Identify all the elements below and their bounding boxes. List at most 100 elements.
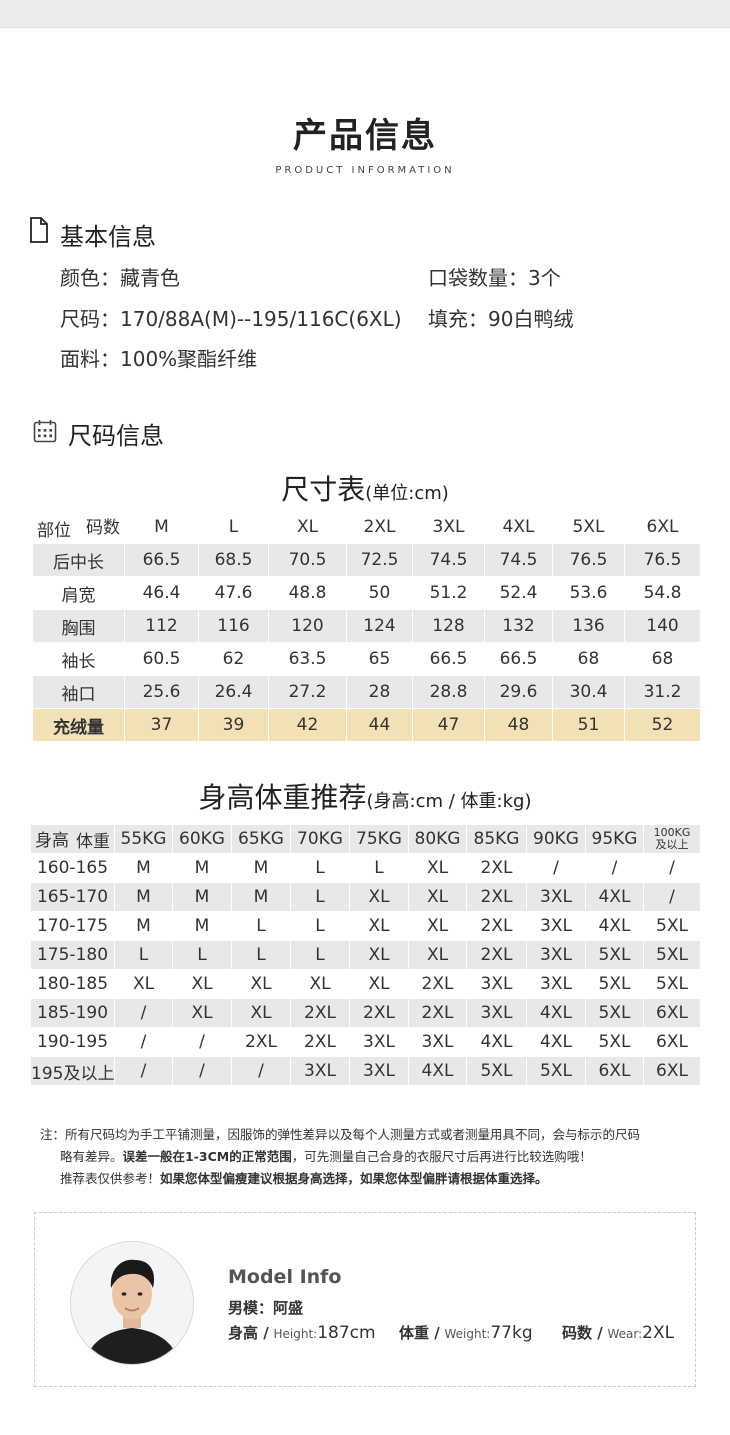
rec-table-cell: 5XL <box>585 969 644 999</box>
size-table-row: 充绒量 37 39 42 44 47 48 51 52 <box>32 708 701 742</box>
rec-table-corner-bottom: 身高 <box>35 831 69 851</box>
model-name-text: 男模：阿盛 <box>228 1299 304 1317</box>
rec-table-unit: (身高:cm / 体重:kg) <box>366 791 532 812</box>
rec-table-cell: XL <box>231 969 291 999</box>
rec-table-cell: 5XL <box>585 940 644 970</box>
size-table-cell: 53.6 <box>552 576 625 610</box>
size-table-cell: 26.4 <box>198 675 269 709</box>
rec-table-cell: 3XL <box>290 1056 350 1086</box>
rec-table-cell: 2XL <box>349 998 409 1028</box>
rec-table-header-row: 体重 身高 55KG 60KG 65KG 70KG 75KG 80KG 85KG 90KG 95KG… <box>30 824 701 854</box>
size-table-cell: 30.4 <box>552 675 625 709</box>
basic-info-heading: 基本信息 <box>29 217 229 251</box>
rec-table-cell: 3XL <box>408 1027 467 1057</box>
size-table-title-text: 尺寸表 <box>281 473 366 506</box>
note-line-3b: 如果您体型偏瘦建议根据身高选择，如果您体型偏胖请根据体重选择。 <box>160 1171 548 1186</box>
note-line-2: 略有差异。误差一般在1-3CM的正常范围，可先测量自己合身的衣服尺寸后再进行比较… <box>60 1146 592 1165</box>
rec-table-row: 160-165 M M M L L XL 2XL / / / <box>30 853 701 883</box>
note-line-3a: 推荐表仅供参考！ <box>60 1171 161 1186</box>
size-table-cell: 74.5 <box>484 543 553 577</box>
size-table-cell: 60.5 <box>124 642 199 676</box>
rec-table-cell: M <box>172 911 232 941</box>
rec-table-cell: XL <box>408 882 467 912</box>
rec-table-cell: XL <box>408 911 467 941</box>
rec-table-cell: M <box>114 853 173 883</box>
rec-table-cell: L <box>290 882 350 912</box>
note-line-2c: ，可先测量自己合身的衣服尺寸后再进行比较选购哦！ <box>291 1149 592 1164</box>
size-table-row-label: 肩宽 <box>32 576 125 610</box>
rec-table-col-header-last: 100KG 及以上 <box>643 824 701 854</box>
size-table-col-header: 5XL <box>552 510 625 544</box>
rec-table-cell: 2XL <box>466 911 527 941</box>
size-table-row-label: 胸围 <box>32 609 125 643</box>
rec-table-row-label: 160-165 <box>30 853 115 883</box>
model-height: 身高 / Height:187cm <box>228 1322 376 1343</box>
rec-table-cell: / <box>172 1056 232 1086</box>
size-table-cell: 68 <box>624 642 701 676</box>
size-table-cell: 37 <box>124 708 199 742</box>
rec-table-cell: 3XL <box>466 969 527 999</box>
rec-table-cell: 5XL <box>526 1056 586 1086</box>
model-height-label: 身高 / <box>228 1324 269 1342</box>
size-table-cell: 116 <box>198 609 269 643</box>
size-table-cell: 132 <box>484 609 553 643</box>
model-info-title: Model Info <box>228 1266 342 1288</box>
rec-table-cell: 3XL <box>466 998 527 1028</box>
size-table-cell: 62 <box>198 642 269 676</box>
size-table-col-header: L <box>198 510 269 544</box>
rec-table-cell: XL <box>349 882 409 912</box>
rec-table-cell: 4XL <box>526 998 586 1028</box>
size-table-row: 后中长 66.5 68.5 70.5 72.5 74.5 74.5 76.5 76.5 <box>32 543 701 577</box>
size-table-row-label: 后中长 <box>32 543 125 577</box>
note-line-2b: 误差一般在1-3CM的正常范围 <box>122 1149 292 1164</box>
rec-table-cell: L <box>349 853 409 883</box>
rec-table-row: 170-175 M M L L XL XL 2XL 3XL 4XL 5XL <box>30 911 701 941</box>
size-table-cell: 65 <box>346 642 413 676</box>
size-table-cell: 63.5 <box>268 642 347 676</box>
size-table-cell: 29.6 <box>484 675 553 709</box>
rec-table-col-header: 55KG <box>114 824 173 854</box>
model-wear-en: Wear: <box>607 1327 643 1341</box>
size-table-cell: 27.2 <box>268 675 347 709</box>
model-height-en: Height: <box>273 1327 318 1341</box>
rec-table-cell: 5XL <box>643 969 701 999</box>
rec-table-cell: 5XL <box>643 940 701 970</box>
rec-table-cell: L <box>231 911 291 941</box>
size-table-cell: 47.6 <box>198 576 269 610</box>
document-icon <box>29 217 49 249</box>
rec-table-cell: 2XL <box>290 998 350 1028</box>
size-table-col-header: 4XL <box>484 510 553 544</box>
rec-table-cell: 6XL <box>643 1027 701 1057</box>
rec-table-cell: / <box>526 853 586 883</box>
rec-table-col-header: 95KG <box>585 824 644 854</box>
size-table-row: 肩宽 46.4 47.6 48.8 50 51.2 52.4 53.6 54.8 <box>32 576 701 610</box>
size-table-cell: 52.4 <box>484 576 553 610</box>
rec-table-col-header-last-line2: 及以上 <box>655 838 689 851</box>
size-table-cell: 52 <box>624 708 701 742</box>
rec-table-corner: 体重 身高 <box>30 824 115 854</box>
rec-table-cell: XL <box>290 969 350 999</box>
rec-table-row: 175-180 L L L L XL XL 2XL 3XL 5XL 5XL <box>30 940 701 970</box>
size-table-row: 袖口 25.6 26.4 27.2 28 28.8 29.6 30.4 31.2 <box>32 675 701 709</box>
rec-table-cell: XL <box>231 998 291 1028</box>
rec-table-cell: L <box>114 940 173 970</box>
rec-table-cell: XL <box>114 969 173 999</box>
size-table-cell: 46.4 <box>124 576 199 610</box>
rec-table-cell: 6XL <box>643 1056 701 1086</box>
model-weight-value: 77kg <box>490 1323 533 1343</box>
size-table-row-label: 袖口 <box>32 675 125 709</box>
rec-table-cell: XL <box>172 969 232 999</box>
model-weight: 体重 / Weight:77kg <box>399 1322 533 1343</box>
size-table-cell: 25.6 <box>124 675 199 709</box>
rec-table-row-label: 190-195 <box>30 1027 115 1057</box>
rec-table-col-header: 65KG <box>231 824 291 854</box>
rec-table-row-label: 170-175 <box>30 911 115 941</box>
rec-table-cell: 3XL <box>526 882 586 912</box>
rec-table-cell: M <box>114 882 173 912</box>
size-table-cell: 39 <box>198 708 269 742</box>
rec-table-col-header: 80KG <box>408 824 467 854</box>
size-table-cell: 68 <box>552 642 625 676</box>
size-table-cell: 68.5 <box>198 543 269 577</box>
rec-table-cell: XL <box>172 998 232 1028</box>
rec-table-cell: 4XL <box>408 1056 467 1086</box>
